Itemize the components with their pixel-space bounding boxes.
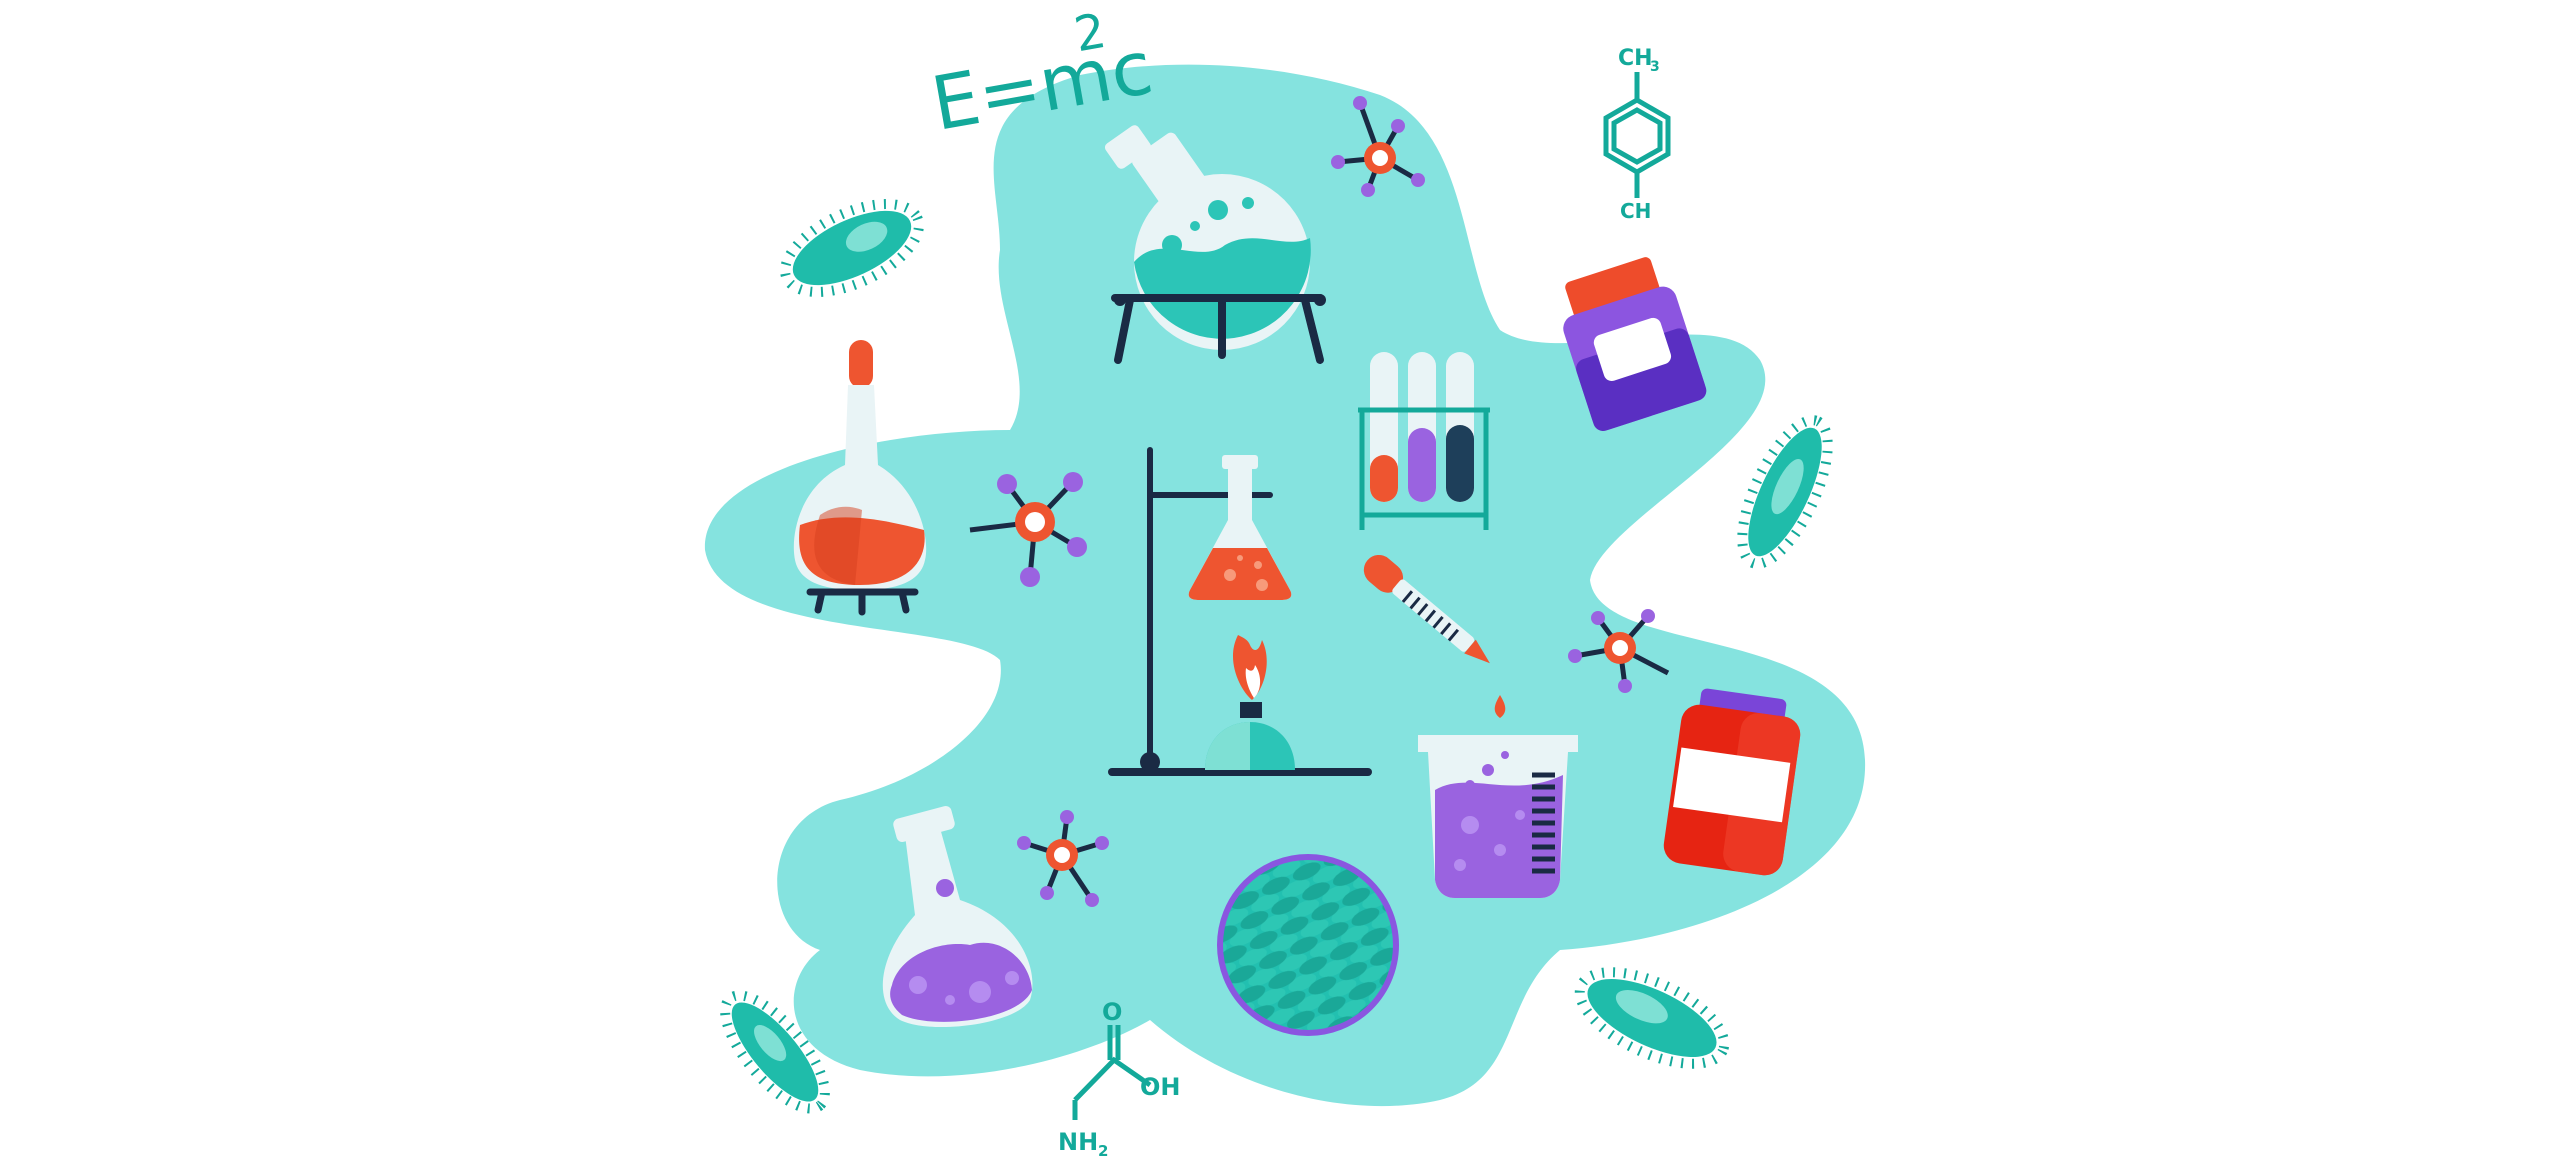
amino-amine-label: NH [1058,1128,1098,1156]
bacteria-bottom-right [1574,967,1730,1069]
droplet [1494,695,1506,718]
amino-hydroxyl-label: OH [1140,1073,1181,1101]
toluene-top-subscript: 3 [1650,59,1660,75]
volumetric-flask [793,340,927,616]
bacteria-top-left [780,199,924,297]
bottom-flask [882,805,1033,1028]
molecule-right [1568,609,1670,693]
test-tube-rack [1358,352,1490,530]
erlenmeyer-flask [1188,455,1292,600]
molecule-bottom [1017,810,1109,907]
bunsen-burner [1205,635,1295,770]
beaker [1418,735,1578,898]
molecule-left [969,472,1087,587]
petri-dish [1217,854,1399,1036]
toluene-structure [1603,72,1671,198]
amino-oxygen-label: O [1102,998,1122,1026]
toluene-top-label: CH [1618,46,1653,71]
toluene-bottom-label: CH [1620,199,1651,223]
jar-red [1663,688,1801,876]
bacteria-bottom-left [720,990,830,1114]
molecule-top [1331,96,1425,197]
round-bottom-flask [1104,125,1326,364]
jar-purple [1563,257,1707,431]
bacteria-right [1737,415,1833,569]
amino-acid-structure [1072,1025,1152,1120]
dropper [1363,554,1490,664]
amino-amine-subscript: 2 [1098,1142,1108,1160]
